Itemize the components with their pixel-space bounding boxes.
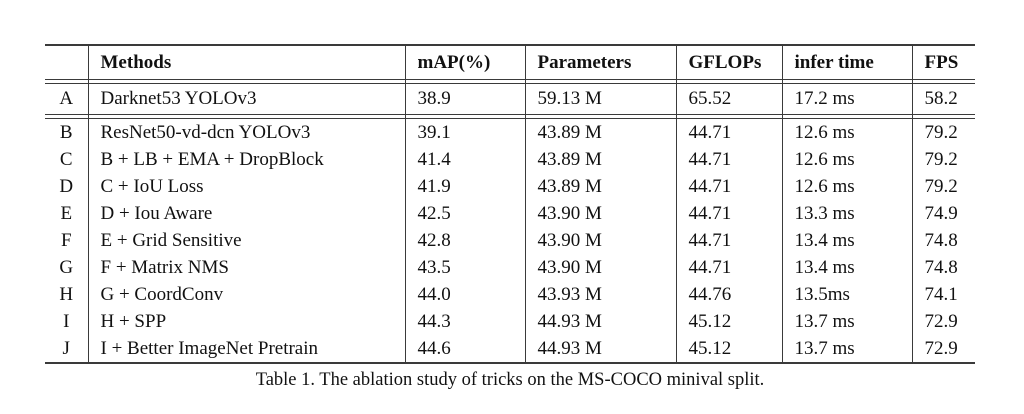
table-row-G: G F + Matrix NMS 43.5 43.90 M 44.71 13.4 ms 74… bbox=[45, 254, 975, 281]
table-row-H: H G + CoordConv 44.0 43.93 M 44.76 13.5ms 74.1 bbox=[45, 281, 975, 308]
row-id-label: F bbox=[60, 229, 72, 251]
cell-method: B + LB + EMA + DropBlock bbox=[87, 146, 405, 173]
cell-method: Darknet53 YOLOv3 bbox=[87, 83, 405, 115]
cell-method: C + IoU Loss bbox=[87, 173, 405, 200]
table-row-C: C B + LB + EMA + DropBlock 41.4 43.89 M 44.7… bbox=[45, 146, 975, 173]
col-header-fps: FPS bbox=[911, 45, 975, 80]
col-header-gflops: GFLOPs bbox=[675, 45, 782, 80]
cell-fps: 79.2 bbox=[911, 146, 975, 173]
table-row-J: J I + Better ImageNet Pretrain 44.6 44.93 M… bbox=[45, 335, 975, 363]
cell-infer_time: 17.2 ms bbox=[781, 83, 912, 115]
col-header-infer-time: infer time bbox=[781, 45, 912, 80]
cell-gflops: 44.71 bbox=[675, 118, 782, 146]
double-rule-gap bbox=[45, 114, 975, 119]
cell-infer_time: 12.6 ms bbox=[781, 146, 912, 173]
cell-gflops: 45.12 bbox=[675, 335, 782, 363]
table-row-B: B ResNet50-vd-dcn YOLOv3 39.1 43.89 M 44.71 1… bbox=[45, 118, 975, 146]
cell-infer_time: 13.4 ms bbox=[781, 227, 912, 254]
table-row-E: E D + Iou Aware 42.5 43.90 M 44.71 13.3 ms 74.… bbox=[45, 200, 975, 227]
cell-fps: 74.8 bbox=[911, 227, 975, 254]
cell-params: 43.89 M bbox=[524, 173, 676, 200]
row-id-label: I bbox=[63, 310, 70, 332]
col-header-methods: Methods bbox=[87, 45, 405, 80]
row-id-label: J bbox=[62, 337, 70, 359]
cell-fps: 58.2 bbox=[911, 83, 975, 115]
cell-params: 43.89 M bbox=[524, 146, 676, 173]
cell-method: G + CoordConv bbox=[87, 281, 405, 308]
baseline-row-group: A Darknet53 YOLOv3 38.9 59.13 M 65.52 17.2 ms… bbox=[45, 83, 975, 115]
cell-map: 44.6 bbox=[404, 335, 525, 363]
row-id-label: E bbox=[60, 202, 73, 224]
table-row-I: I H + SPP 44.3 44.93 M 45.12 13.7 ms 72.9 bbox=[45, 308, 975, 335]
cell-map: 38.9 bbox=[404, 83, 525, 115]
cell-map: 44.3 bbox=[404, 308, 525, 335]
table-header-row: Methods mAP(%) Parameters GFLOPs infer t… bbox=[45, 45, 975, 80]
cell-fps: 74.1 bbox=[911, 281, 975, 308]
cell-map: 41.9 bbox=[404, 173, 525, 200]
row-id-label: D bbox=[59, 175, 74, 197]
cell-infer_time: 12.6 ms bbox=[781, 173, 912, 200]
cell-method: E + Grid Sensitive bbox=[87, 227, 405, 254]
ablation-table: Methods mAP(%) Parameters GFLOPs infer t… bbox=[45, 44, 975, 364]
cell-infer_time: 12.6 ms bbox=[781, 118, 912, 146]
cell-params: 43.90 M bbox=[524, 254, 676, 281]
table-row-D: D C + IoU Loss 41.9 43.89 M 44.71 12.6 ms 79.2 bbox=[45, 173, 975, 200]
col-header-map: mAP(%) bbox=[404, 45, 525, 80]
cell-params: 43.89 M bbox=[524, 118, 676, 146]
cell-method: ResNet50-vd-dcn YOLOv3 bbox=[87, 118, 405, 146]
row-id-label: H bbox=[59, 283, 74, 305]
cell-fps: 72.9 bbox=[911, 308, 975, 335]
cell-fps: 72.9 bbox=[911, 335, 975, 363]
cell-method: D + Iou Aware bbox=[87, 200, 405, 227]
row-id-label: B bbox=[59, 121, 73, 143]
cell-params: 43.90 M bbox=[524, 227, 676, 254]
cell-map: 41.4 bbox=[404, 146, 525, 173]
cell-params: 59.13 M bbox=[524, 83, 676, 115]
cell-infer_time: 13.5ms bbox=[781, 281, 912, 308]
cell-fps: 74.9 bbox=[911, 200, 975, 227]
table-caption: Table 1. The ablation study of tricks on… bbox=[255, 370, 765, 390]
cell-gflops: 65.52 bbox=[675, 83, 782, 115]
cell-infer_time: 13.3 ms bbox=[781, 200, 912, 227]
cell-map: 44.0 bbox=[404, 281, 525, 308]
cell-params: 43.90 M bbox=[524, 200, 676, 227]
cell-gflops: 45.12 bbox=[675, 308, 782, 335]
tricks-row-group: B ResNet50-vd-dcn YOLOv3 39.1 43.89 M 44.71 1… bbox=[45, 118, 975, 363]
table-row-A: A Darknet53 YOLOv3 38.9 59.13 M 65.52 17.2 ms… bbox=[45, 83, 975, 115]
table-row-F: F E + Grid Sensitive 42.8 43.90 M 44.71 13.4 … bbox=[45, 227, 975, 254]
cell-fps: 74.8 bbox=[911, 254, 975, 281]
cell-fps: 79.2 bbox=[911, 118, 975, 146]
cell-gflops: 44.71 bbox=[675, 254, 782, 281]
cell-params: 43.93 M bbox=[524, 281, 676, 308]
col-header-parameters: Parameters bbox=[524, 45, 676, 80]
cell-gflops: 44.76 bbox=[675, 281, 782, 308]
cell-method: F + Matrix NMS bbox=[87, 254, 405, 281]
row-id-label: G bbox=[59, 256, 74, 278]
cell-map: 42.5 bbox=[404, 200, 525, 227]
cell-map: 43.5 bbox=[404, 254, 525, 281]
cell-gflops: 44.71 bbox=[675, 146, 782, 173]
col-header-row-id bbox=[45, 45, 88, 80]
cell-infer_time: 13.7 ms bbox=[781, 308, 912, 335]
cell-gflops: 44.71 bbox=[675, 227, 782, 254]
row-id-label: C bbox=[59, 148, 73, 170]
paper-table-figure: Methods mAP(%) Parameters GFLOPs infer t… bbox=[45, 44, 975, 390]
cell-method: I + Better ImageNet Pretrain bbox=[87, 335, 405, 363]
cell-gflops: 44.71 bbox=[675, 173, 782, 200]
double-rule-gap bbox=[45, 79, 975, 84]
cell-map: 42.8 bbox=[404, 227, 525, 254]
row-id-label: A bbox=[45, 83, 88, 115]
cell-infer_time: 13.7 ms bbox=[781, 335, 912, 363]
cell-map: 39.1 bbox=[404, 118, 525, 146]
cell-fps: 79.2 bbox=[911, 173, 975, 200]
cell-params: 44.93 M bbox=[524, 308, 676, 335]
cell-gflops: 44.71 bbox=[675, 200, 782, 227]
cell-params: 44.93 M bbox=[524, 335, 676, 363]
cell-infer_time: 13.4 ms bbox=[781, 254, 912, 281]
cell-method: H + SPP bbox=[87, 308, 405, 335]
